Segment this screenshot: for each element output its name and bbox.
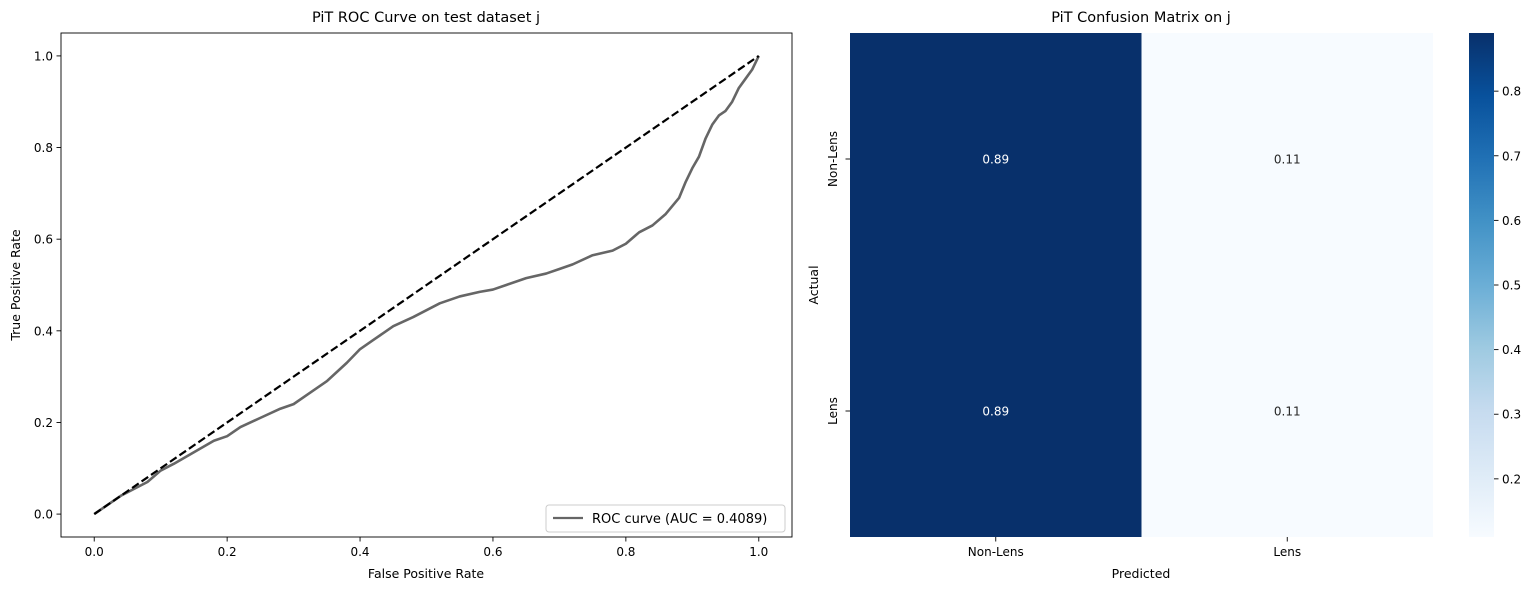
cm-y-tick-label: Non-Lens bbox=[826, 131, 840, 187]
roc-legend: ROC curve (AUC = 0.4089) bbox=[545, 504, 786, 533]
colorbar-tick-label: 0.6 bbox=[1502, 214, 1521, 228]
roc-y-tick-label: 0.2 bbox=[34, 416, 53, 430]
colorbar-tick-label: 0.8 bbox=[1502, 85, 1521, 99]
cm-title: PiT Confusion Matrix on j bbox=[1051, 10, 1231, 26]
roc-x-axis-label: False Positive Rate bbox=[368, 566, 484, 581]
roc-x-tick-label: 0.6 bbox=[483, 545, 502, 559]
roc-chart: PiT ROC Curve on test dataset j 0.0 0.2 0.… bbox=[8, 10, 793, 581]
cm-x-tick-label: Lens bbox=[1273, 545, 1301, 559]
cm-cells-group: 0.89 0.11 0.89 0.11 bbox=[850, 33, 1433, 537]
roc-axis-ticks: 0.0 0.2 0.4 0.6 0.8 1.0 0.0 0.2 0.4 0.6 0.8 1.0 bbox=[34, 49, 768, 559]
colorbar-tick-label: 0.2 bbox=[1502, 472, 1521, 486]
cm-cell bbox=[1141, 285, 1433, 537]
roc-legend-label: ROC curve (AUC = 0.4089) bbox=[592, 512, 767, 527]
cm-y-tick-label: Lens bbox=[826, 397, 840, 425]
cm-axis-ticks: Non-Lens Lens Non-Lens Lens bbox=[826, 131, 1301, 559]
roc-legend-box bbox=[545, 504, 786, 533]
confusion-matrix-chart: PiT Confusion Matrix on j 0.89 0.110.89 0.… bbox=[806, 10, 1521, 581]
roc-x-tick-label: 0.2 bbox=[218, 545, 237, 559]
colorbar-tick-label: 0.3 bbox=[1502, 408, 1521, 422]
roc-y-tick-label: 0.0 bbox=[34, 508, 53, 522]
roc-title: PiT ROC Curve on test dataset j bbox=[312, 10, 540, 26]
roc-y-tick-label: 0.6 bbox=[34, 233, 53, 247]
cm-cell-value: 0.89 bbox=[982, 153, 1009, 167]
roc-y-axis-label: True Positive Rate bbox=[8, 229, 23, 342]
cm-x-axis-label: Predicted bbox=[1112, 566, 1171, 581]
colorbar-tick-label: 0.4 bbox=[1502, 343, 1521, 357]
roc-x-tick-label: 0.4 bbox=[350, 545, 369, 559]
cm-x-tick-label: Non-Lens bbox=[968, 545, 1024, 559]
roc-plot-frame bbox=[60, 32, 793, 538]
roc-curve-line bbox=[93, 55, 760, 516]
cm-cell bbox=[850, 33, 1142, 285]
cm-cell-value: 0.11 bbox=[1274, 153, 1301, 167]
colorbar bbox=[1469, 33, 1494, 537]
cm-cell-value: 0.11 bbox=[1274, 405, 1301, 419]
roc-series-group bbox=[93, 55, 760, 516]
roc-x-tick-label: 0.8 bbox=[616, 545, 635, 559]
chance-diagonal-line bbox=[93, 55, 760, 515]
cm-cell bbox=[850, 285, 1142, 537]
colorbar-tick-label: 0.5 bbox=[1502, 279, 1521, 293]
cm-cell bbox=[1141, 33, 1433, 285]
colorbar-tick-label: 0.7 bbox=[1502, 149, 1521, 163]
roc-y-tick-label: 0.4 bbox=[34, 324, 53, 338]
roc-x-tick-label: 1.0 bbox=[749, 545, 768, 559]
roc-y-tick-label: 0.8 bbox=[34, 141, 53, 155]
roc-x-tick-label: 0.0 bbox=[85, 545, 104, 559]
cm-cell-value: 0.89 bbox=[982, 405, 1009, 419]
roc-y-tick-label: 1.0 bbox=[34, 49, 53, 63]
cm-y-axis-label: Actual bbox=[806, 265, 821, 304]
colorbar-ticks: 0.2 0.3 0.4 0.5 0.6 0.7 0.8 bbox=[1494, 85, 1521, 486]
